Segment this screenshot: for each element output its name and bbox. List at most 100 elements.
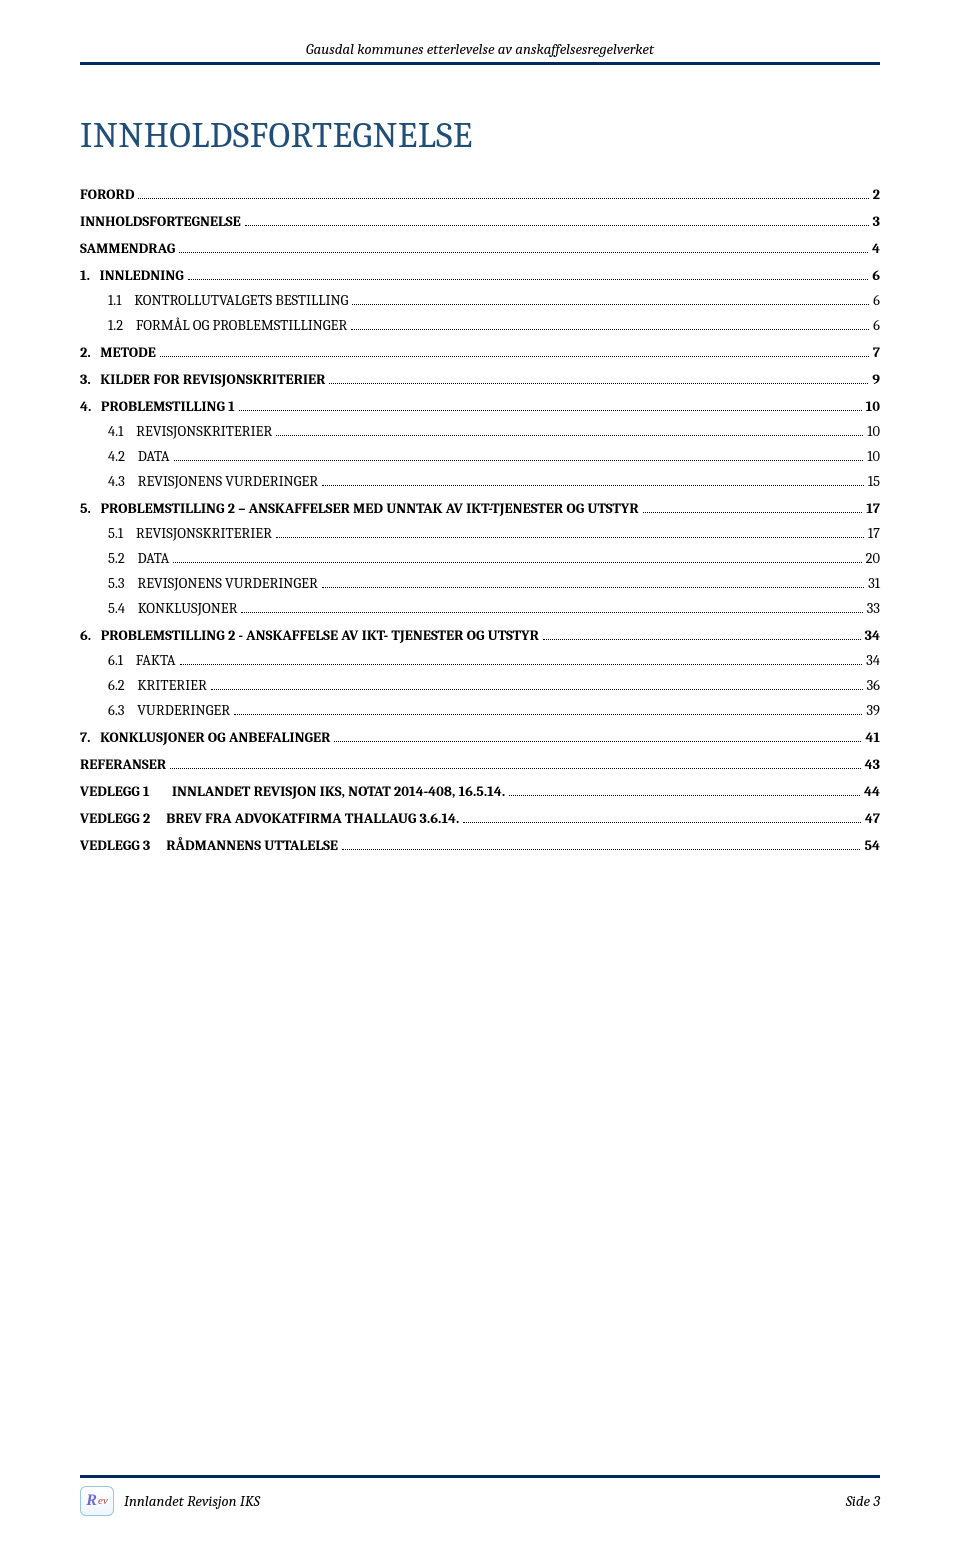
page-footer: Rev Innlandet Revisjon IKS Side 3 <box>80 1475 880 1516</box>
toc-entry-page: 31 <box>868 575 880 592</box>
toc-entry[interactable]: 5.1 REVISJONSKRITERIER 17 <box>80 525 880 542</box>
toc-leader <box>188 279 868 280</box>
footer-page-label: Side 3 <box>846 1492 880 1510</box>
toc-entry[interactable]: INNHOLDSFORTEGNELSE 3 <box>80 213 880 230</box>
toc-leader <box>463 822 860 823</box>
logo-icon: Rev <box>80 1486 114 1516</box>
toc-entry-label: 1.1 KONTROLLUTVALGETS BESTILLING <box>108 292 348 309</box>
toc-entry-label: SAMMENDRAG <box>80 240 175 257</box>
toc-entry-label: REFERANSER <box>80 756 166 773</box>
toc-entry-page: 10 <box>867 423 880 440</box>
logo-r: R <box>86 1492 97 1510</box>
toc-leader <box>351 329 869 330</box>
toc-leader <box>276 537 864 538</box>
toc-entry[interactable]: REFERANSER 43 <box>80 756 880 773</box>
toc-leader <box>352 304 869 305</box>
toc-entry-page: 33 <box>867 600 880 617</box>
toc-entry[interactable]: FORORD 2 <box>80 186 880 203</box>
toc-leader <box>173 562 861 563</box>
toc-entry-label: VEDLEGG 1 INNLANDET REVISJON IKS, NOTAT … <box>80 783 505 800</box>
toc-entry[interactable]: 4.1 REVISJONSKRITERIER 10 <box>80 423 880 440</box>
toc-entry-label: INNHOLDSFORTEGNELSE <box>80 213 241 230</box>
toc-entry[interactable]: 1. INNLEDNING 6 <box>80 267 880 284</box>
toc-entry-label: FORORD <box>80 186 134 203</box>
toc-entry-label: 5. PROBLEMSTILLING 2 – ANSKAFFELSER MED … <box>80 500 639 517</box>
page-header: Gausdal kommunes etterlevelse av anskaff… <box>80 40 880 62</box>
toc-entry-label: 5.3 REVISJONENS VURDERINGER <box>108 575 318 592</box>
toc-entry-label: 1. INNLEDNING <box>80 267 184 284</box>
toc-entry[interactable]: 6.3 VURDERINGER 39 <box>80 702 880 719</box>
toc-entry[interactable]: VEDLEGG 3 RÅDMANNENS UTTALELSE 54 <box>80 837 880 854</box>
toc-entry-page: 20 <box>866 550 880 567</box>
toc-entry-page: 3 <box>873 213 880 230</box>
toc-leader <box>322 587 864 588</box>
toc-entry[interactable]: 4.2 DATA 10 <box>80 448 880 465</box>
toc-entry-label: 4.3 REVISJONENS VURDERINGER <box>108 473 318 490</box>
toc-entry-page: 17 <box>866 500 880 517</box>
toc-entry-page: 47 <box>865 810 880 827</box>
toc-entry-page: 34 <box>865 627 880 644</box>
toc-leader <box>509 795 860 796</box>
toc-entry-label: 5.2 DATA <box>108 550 169 567</box>
toc-entry[interactable]: 6.1 FAKTA 34 <box>80 652 880 669</box>
toc-entry-label: 6.3 VURDERINGER <box>108 702 230 719</box>
toc-entry-page: 7 <box>873 344 880 361</box>
toc-entry[interactable]: 1.2 FORMÅL OG PROBLEMSTILLINGER 6 <box>80 317 880 334</box>
toc-entry-page: 41 <box>865 729 880 746</box>
toc-leader <box>241 612 862 613</box>
toc-entry[interactable]: VEDLEGG 2 BREV FRA ADVOKATFIRMA THALLAUG… <box>80 810 880 827</box>
toc-entry-label: 5.4 KONKLUSJONER <box>108 600 237 617</box>
toc-entry-label: 2. METODE <box>80 344 156 361</box>
toc-entry[interactable]: SAMMENDRAG 4 <box>80 240 880 257</box>
toc-leader <box>342 849 860 850</box>
toc-entry-page: 15 <box>868 473 880 490</box>
footer-rule <box>80 1475 880 1478</box>
toc-entry-label: 1.2 FORMÅL OG PROBLEMSTILLINGER <box>108 317 347 334</box>
toc-entry[interactable]: 6. PROBLEMSTILLING 2 - ANSKAFFELSE AV IK… <box>80 627 880 644</box>
toc-entry-page: 36 <box>867 677 881 694</box>
document-page: Gausdal kommunes etterlevelse av anskaff… <box>0 0 960 1551</box>
toc-entry[interactable]: 1.1 KONTROLLUTVALGETS BESTILLING 6 <box>80 292 880 309</box>
toc-entry-label: 6. PROBLEMSTILLING 2 - ANSKAFFELSE AV IK… <box>80 627 539 644</box>
toc-entry-label: 6.1 FAKTA <box>108 652 176 669</box>
toc-entry-label: 4. PROBLEMSTILLING 1 <box>80 398 235 415</box>
toc-entry[interactable]: 2. METODE 7 <box>80 344 880 361</box>
toc-leader <box>239 410 862 411</box>
toc-leader <box>138 198 868 199</box>
toc-entry[interactable]: 4.3 REVISJONENS VURDERINGER 15 <box>80 473 880 490</box>
toc-leader <box>643 512 863 513</box>
toc-leader <box>322 485 864 486</box>
toc-entry-label: 4.1 REVISJONSKRITERIER <box>108 423 272 440</box>
toc-entry[interactable]: 5.3 REVISJONENS VURDERINGER 31 <box>80 575 880 592</box>
toc-entry-page: 10 <box>866 398 880 415</box>
toc-entry-label: 5.1 REVISJONSKRITERIER <box>108 525 272 542</box>
logo-ev: ev <box>98 1495 108 1507</box>
toc-entry-label: 4.2 DATA <box>108 448 170 465</box>
toc-entry-label: VEDLEGG 3 RÅDMANNENS UTTALELSE <box>80 837 338 854</box>
header-rule <box>80 62 880 65</box>
toc-leader <box>174 460 864 461</box>
toc-entry-label: 3. KILDER FOR REVISJONSKRITERIER <box>80 371 325 388</box>
toc-entry[interactable]: VEDLEGG 1 INNLANDET REVISJON IKS, NOTAT … <box>80 783 880 800</box>
toc-entry[interactable]: 3. KILDER FOR REVISJONSKRITERIER 9 <box>80 371 880 388</box>
toc-leader <box>245 225 869 226</box>
toc-entry[interactable]: 5.2 DATA 20 <box>80 550 880 567</box>
toc-entry[interactable]: 5. PROBLEMSTILLING 2 – ANSKAFFELSER MED … <box>80 500 880 517</box>
toc-entry-page: 17 <box>868 525 880 542</box>
toc-title: INNHOLDSFORTEGNELSE <box>80 115 880 156</box>
toc-entry[interactable]: 6.2 KRITERIER 36 <box>80 677 880 694</box>
toc-entry-page: 54 <box>864 837 880 854</box>
toc-entry-label: 6.2 KRITERIER <box>108 677 207 694</box>
toc-entry-page: 6 <box>872 267 880 284</box>
toc-entry-label: 7. KONKLUSJONER OG ANBEFALINGER <box>80 729 330 746</box>
footer-row: Rev Innlandet Revisjon IKS Side 3 <box>80 1486 880 1516</box>
toc-leader <box>543 639 861 640</box>
toc-entry[interactable]: 7. KONKLUSJONER OG ANBEFALINGER 41 <box>80 729 880 746</box>
toc-entry-page: 4 <box>872 240 880 257</box>
toc-entry-page: 39 <box>866 702 880 719</box>
toc-leader <box>234 714 862 715</box>
toc-leader <box>211 689 863 690</box>
toc-entry-page: 43 <box>865 756 880 773</box>
toc-entry[interactable]: 5.4 KONKLUSJONER 33 <box>80 600 880 617</box>
toc-entry[interactable]: 4. PROBLEMSTILLING 1 10 <box>80 398 880 415</box>
